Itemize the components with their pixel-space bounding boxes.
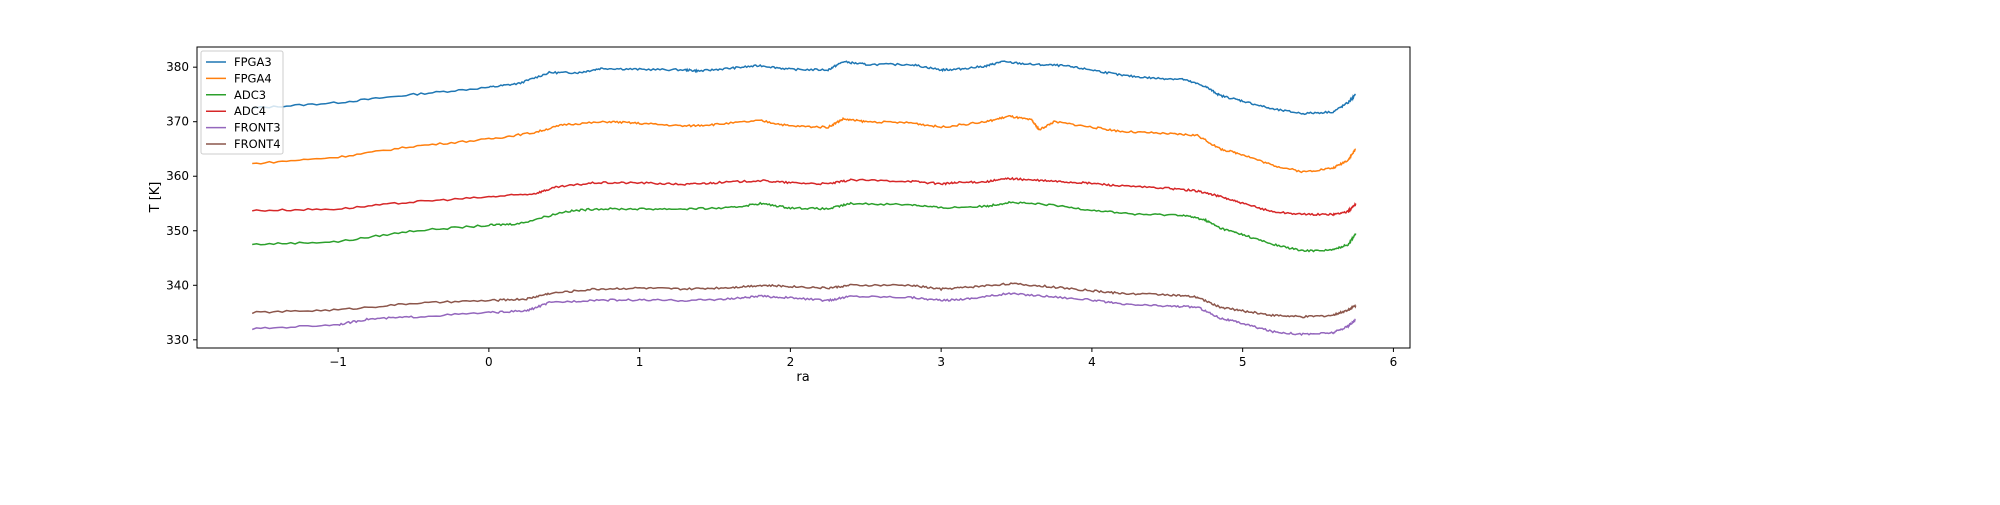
- x-tick-label: 2: [787, 355, 795, 369]
- x-tick-label: 1: [636, 355, 644, 369]
- legend-label: ADC3: [234, 88, 266, 102]
- x-tick-label: 5: [1239, 355, 1247, 369]
- legend-label: ADC4: [234, 104, 266, 118]
- series-line-adc4: [252, 176, 1357, 217]
- y-tick-label: 380: [166, 60, 189, 74]
- y-tick-label: 340: [166, 278, 189, 292]
- series-lines: [251, 60, 1357, 337]
- legend-label: FPGA3: [234, 55, 272, 69]
- legend-label: FRONT3: [234, 121, 281, 135]
- x-tick-label: −1: [329, 355, 347, 369]
- plot-frame: [196, 46, 1411, 349]
- series-line-front3: [251, 292, 1356, 337]
- y-tick-label: 370: [166, 115, 189, 129]
- x-axis-label: ra: [796, 370, 809, 385]
- x-tick-label: 0: [485, 355, 493, 369]
- legend-label: FPGA4: [234, 71, 272, 85]
- series-line-fpga4: [252, 114, 1357, 174]
- legend: FPGA3 FPGA4 ADC3 ADC4 FRONT3 FRONT4: [200, 50, 284, 155]
- y-tick-label: 360: [166, 169, 189, 183]
- x-tick-label: 3: [937, 355, 945, 369]
- series-line-front4: [251, 282, 1357, 319]
- series-line-adc3: [252, 200, 1357, 253]
- y-axis-label: T [K]: [148, 182, 163, 214]
- y-tick-label: 350: [166, 224, 189, 238]
- y-tick-label: 330: [166, 333, 189, 347]
- y-axis: 330 340 350 360 370 380: [166, 60, 197, 347]
- x-tick-label: 4: [1088, 355, 1096, 369]
- series-line-fpga3: [252, 60, 1357, 116]
- x-tick-label: 6: [1390, 355, 1398, 369]
- x-axis: −1 0 1 2 3 4 5 6: [329, 348, 1397, 369]
- legend-label: FRONT4: [234, 137, 281, 151]
